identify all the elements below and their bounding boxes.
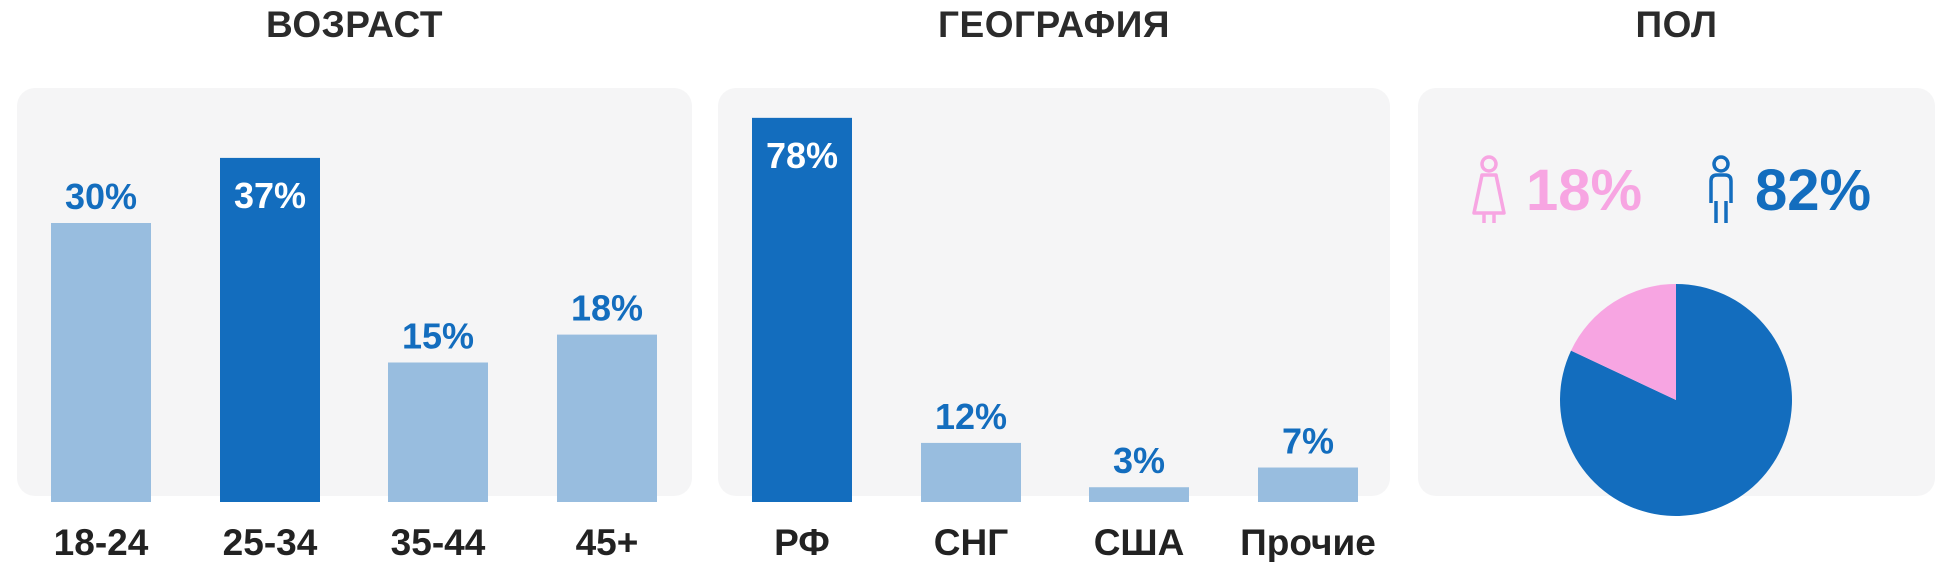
female-icon	[1472, 155, 1506, 223]
age-value-label: 18%	[571, 288, 643, 329]
age-bar	[388, 362, 488, 502]
male-icon	[1709, 155, 1733, 223]
geo-bar	[921, 442, 1021, 502]
geo-bar	[1089, 487, 1189, 502]
age-category-label: 35-44	[391, 522, 486, 562]
gender-legend-female: 18%	[1470, 150, 1642, 230]
age-category-label: 18-24	[54, 522, 149, 562]
age-value-label: 30%	[65, 176, 137, 217]
age-bar	[220, 157, 320, 502]
geo-value-label: 78%	[766, 135, 838, 176]
age-category-label: 45+	[576, 522, 639, 562]
age-panel-title: ВОЗРАСТ	[266, 4, 443, 45]
geo-category-label: СНГ	[934, 522, 1008, 562]
geo-category-label: США	[1094, 522, 1185, 562]
female-percent: 18%	[1526, 157, 1643, 223]
age-value-label: 15%	[402, 316, 474, 357]
geography-panel-title: ГЕОГРАФИЯ	[938, 4, 1170, 45]
age-bar	[51, 223, 151, 502]
geo-bar	[752, 117, 852, 502]
male-percent: 82%	[1755, 157, 1872, 223]
geo-category-label: РФ	[774, 522, 830, 562]
gender-legend-male: 82%	[1705, 150, 1871, 230]
age-value-label: 37%	[234, 175, 306, 216]
geo-value-label: 7%	[1282, 421, 1334, 462]
gender-panel-title: ПОЛ	[1635, 4, 1718, 45]
age-category-label: 25-34	[223, 522, 318, 562]
geo-value-label: 12%	[935, 396, 1007, 437]
geo-value-label: 3%	[1113, 440, 1165, 481]
geo-bar	[1258, 467, 1358, 502]
geo-category-label: Прочие	[1240, 522, 1376, 562]
age-bar	[557, 334, 657, 502]
pie-slice-female	[1571, 284, 1676, 400]
